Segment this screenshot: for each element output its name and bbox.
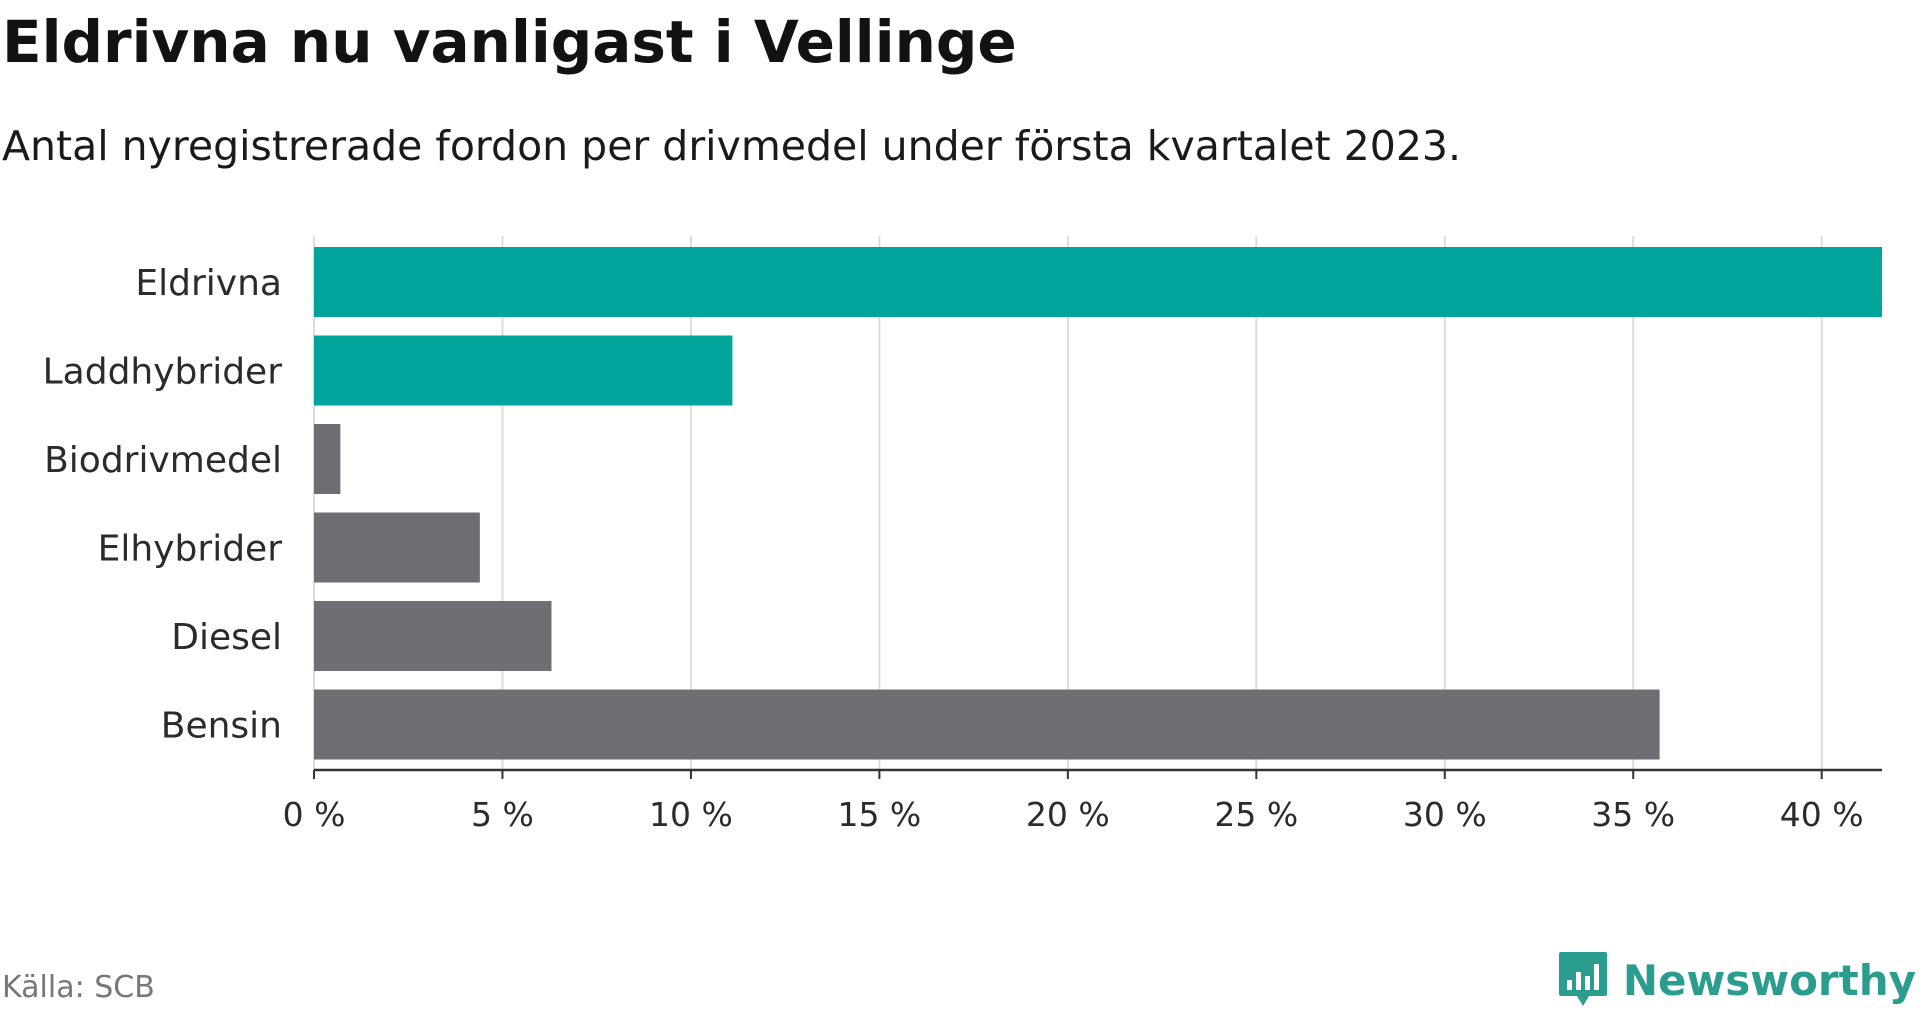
chart-subtitle: Antal nyregistrerade fordon per drivmede… (2, 122, 1462, 170)
x-tick-label: 0 % (283, 795, 346, 834)
x-tick-label: 10 % (649, 795, 733, 834)
category-label: Elhybrider (98, 529, 283, 570)
chart-title: Eldrivna nu vanligast i Vellinge (2, 8, 1017, 76)
bar-laddhybrider (314, 335, 733, 406)
x-tick-labels: 0 % 5 % 10 % 15 % 20 % 25 % 30 % 35 % 40 % (283, 795, 1864, 834)
bar-bensin (314, 689, 1660, 760)
x-tick-label: 35 % (1591, 795, 1675, 834)
category-label: Bensin (161, 706, 282, 747)
x-tick-label: 5 % (471, 795, 534, 834)
category-labels: Eldrivna Laddhybrider Biodrivmedel Elhybrid… (43, 263, 283, 747)
bars (314, 247, 1882, 760)
bar-elhybrider (314, 512, 480, 583)
bar-chart: Eldrivna Laddhybrider Biodrivmedel Elhybrid… (43, 236, 1882, 834)
newsworthy-logo-icon (1558, 952, 1607, 1006)
source-note: Källa: SCB (2, 970, 155, 1005)
brand-name: Newsworthy (1622, 955, 1916, 1005)
category-label: Eldrivna (135, 263, 282, 304)
category-label: Diesel (171, 617, 282, 658)
category-label: Biodrivmedel (44, 440, 282, 481)
x-tick-label: 15 % (837, 795, 921, 834)
x-axis (313, 768, 1882, 779)
gridlines (313, 236, 1823, 770)
x-tick-label: 40 % (1780, 795, 1864, 834)
brand-logo: Newsworthy (1557, 950, 1916, 1010)
x-tick-label: 25 % (1214, 795, 1298, 834)
bar-diesel (314, 601, 552, 671)
x-tick-label: 30 % (1403, 795, 1487, 834)
bar-eldrivna (314, 247, 1882, 317)
bar-biodrivmedel (314, 424, 341, 494)
x-tick-label: 20 % (1026, 795, 1110, 834)
category-label: Laddhybrider (43, 352, 283, 393)
